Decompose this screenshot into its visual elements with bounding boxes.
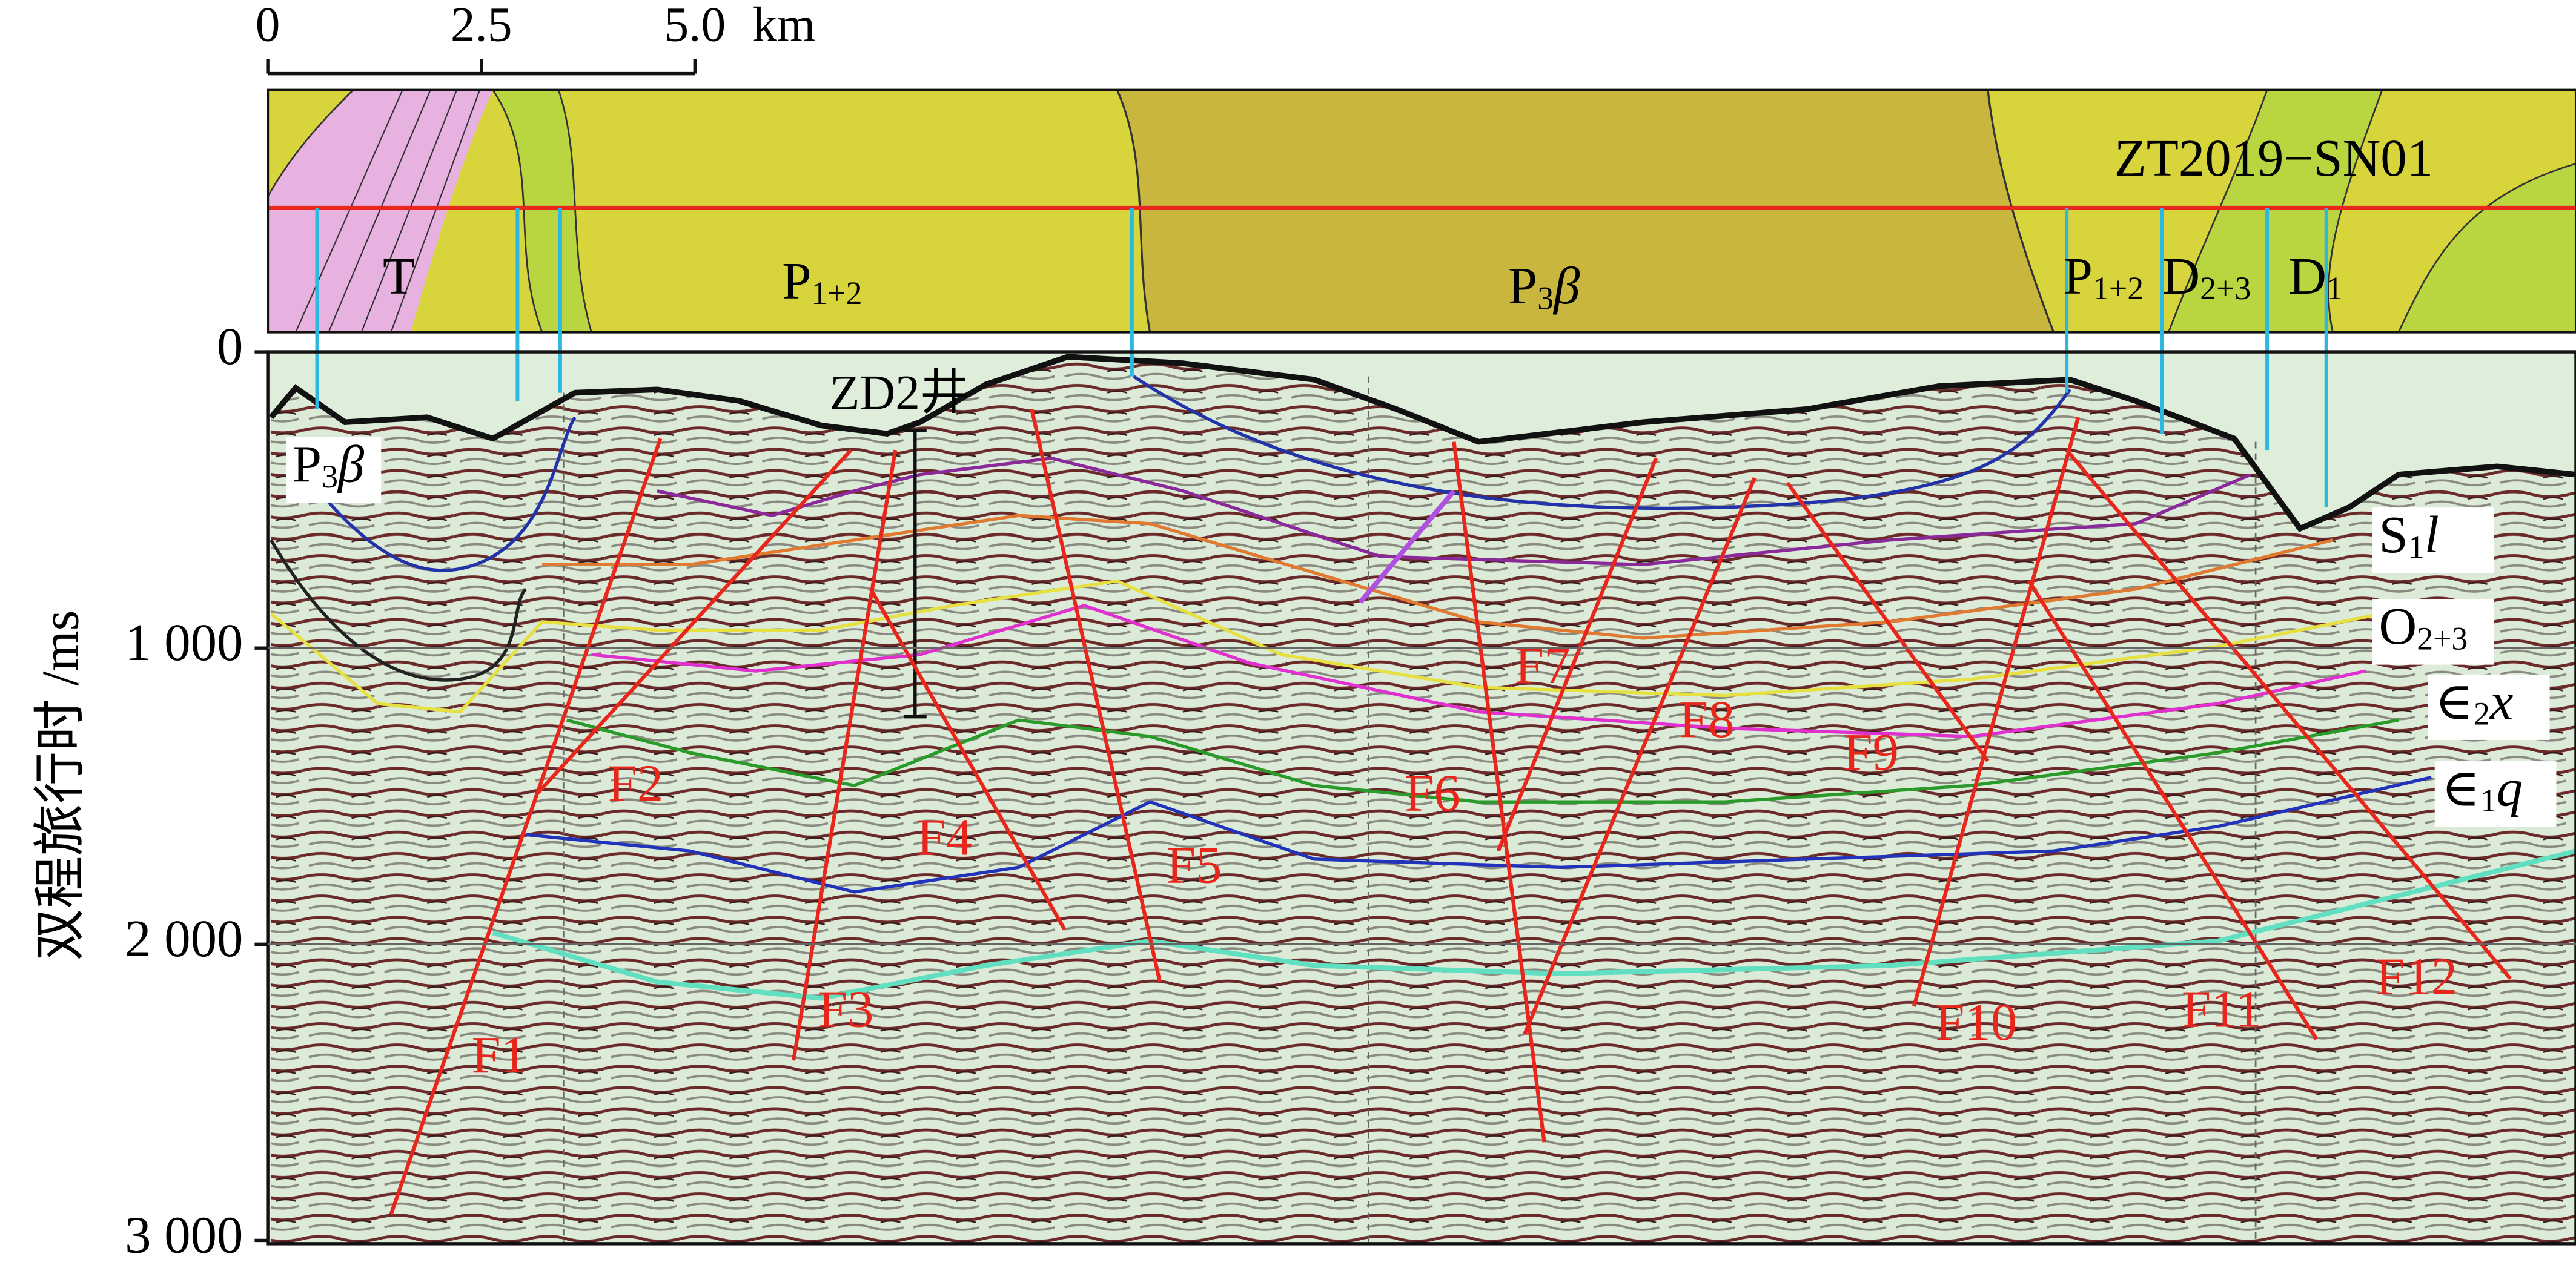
label-part: 1 — [2480, 782, 2497, 819]
formation-label: ∈1q — [2442, 759, 2523, 819]
label-box — [2372, 599, 2494, 665]
fault-label: F6 — [1405, 764, 1460, 822]
formation-label: ∈2x — [2435, 672, 2514, 732]
formation-label: O2+3 — [2379, 597, 2468, 657]
y-tick-label: 2 000 — [125, 910, 243, 968]
label-part: q — [2497, 759, 2523, 817]
fault — [869, 588, 1067, 931]
label-box — [2428, 674, 2550, 740]
scale-label: 0 — [256, 0, 280, 51]
well-label: ZD2井 — [830, 365, 970, 420]
formation-label: S1l — [2379, 506, 2439, 566]
seismic-section — [266, 208, 2576, 1246]
label-part: 1 — [2326, 271, 2343, 307]
label-part: β — [337, 435, 365, 494]
label-part: 3 — [322, 458, 338, 495]
formation-label: D1 — [2288, 247, 2343, 307]
fault — [1523, 477, 1757, 1035]
fault-label: F5 — [1167, 836, 1222, 894]
label-part: 1 — [2408, 529, 2425, 566]
y-tick-label: 1 000 — [125, 613, 243, 672]
fault — [1496, 457, 1658, 852]
fault-label: F8 — [1679, 690, 1735, 748]
fault — [2027, 580, 2319, 1040]
fault — [1912, 417, 2081, 1007]
fault-label: F11 — [2182, 980, 2262, 1039]
label-part: β — [1552, 257, 1580, 315]
fault — [535, 449, 853, 795]
scale-label: 5.0 — [664, 0, 726, 51]
axis-label: 双程旅行时 /ms — [31, 610, 89, 961]
label-part: x — [2489, 672, 2514, 730]
label-part: 2+3 — [2200, 271, 2251, 307]
fault — [1786, 481, 1990, 762]
fault-label: F10 — [1935, 993, 2017, 1051]
label-part: ∈ — [2435, 672, 2474, 730]
label-box — [285, 437, 382, 503]
label-part: 1+2 — [2093, 271, 2144, 307]
label-part: ∈ — [2442, 759, 2480, 817]
fault-label: F4 — [917, 808, 973, 867]
fault-label: F1 — [471, 1026, 527, 1084]
label-box — [2434, 761, 2557, 827]
line-name: ZT2019−SN01 — [2114, 129, 2433, 187]
fault-label: F2 — [608, 755, 664, 813]
scale-unit: km — [752, 0, 815, 51]
label-box — [2372, 507, 2494, 573]
geologic-map — [267, 88, 2576, 334]
formation-label: T — [383, 247, 415, 305]
fault — [389, 438, 663, 1215]
label-part: P — [293, 435, 322, 494]
label-part: P — [782, 252, 811, 310]
label-part: l — [2425, 506, 2439, 564]
fault-label: F7 — [1515, 636, 1571, 695]
label-part: D — [2288, 247, 2326, 305]
formation-label: P1+2 — [2064, 247, 2144, 307]
fault — [2065, 449, 2512, 980]
y-tick-label: 0 — [217, 317, 243, 375]
label-part: P — [1508, 257, 1537, 315]
label-part: O — [2379, 597, 2417, 655]
label-part: T — [383, 247, 415, 305]
label-part: S — [2379, 506, 2408, 564]
label-part: P — [2064, 247, 2093, 305]
label-part: D — [2162, 247, 2200, 305]
fault-label: F12 — [2376, 947, 2457, 1005]
formation-label: P3β — [1508, 257, 1580, 317]
formation-label: D2+3 — [2162, 247, 2251, 307]
scale-label: 2.5 — [451, 0, 512, 51]
fault — [1030, 408, 1162, 983]
fault-label: F3 — [818, 980, 874, 1039]
fault — [791, 449, 898, 1061]
label-part: 3 — [1537, 280, 1554, 317]
label-part: 1+2 — [811, 276, 862, 312]
formation-label: P3β — [293, 435, 365, 495]
label-part: 2 — [2474, 696, 2490, 732]
y-tick-label: 3 000 — [125, 1206, 243, 1264]
label-part: 2+3 — [2417, 621, 2468, 657]
formation-label: P1+2 — [782, 252, 862, 312]
fault-label: F9 — [1843, 723, 1899, 781]
